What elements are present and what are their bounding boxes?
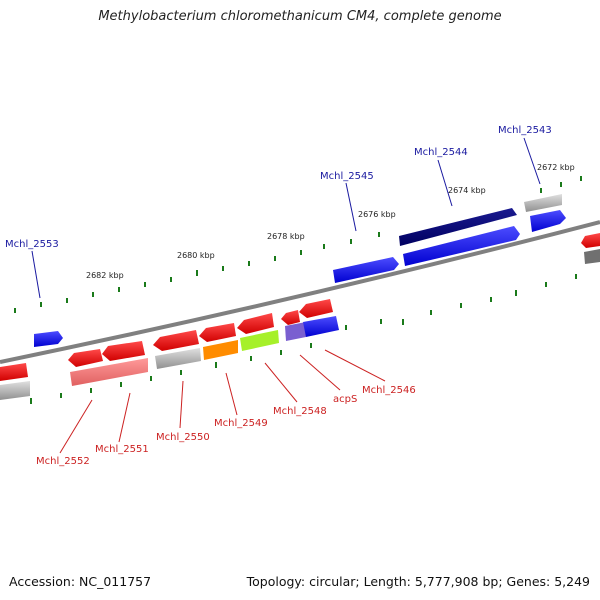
gene-orange[interactable]	[203, 340, 238, 360]
kbp-label-2674: 2674 kbp	[448, 186, 486, 195]
label-mchl-2552: Mchl_2552	[36, 456, 90, 467]
kbp-label-2680: 2680 kbp	[177, 251, 215, 260]
gene-pink-band[interactable]	[70, 358, 148, 386]
label-mchl-2544: Mchl_2544	[414, 147, 468, 158]
gene-mchl-2553[interactable]	[34, 331, 63, 347]
gene-red-left-edge[interactable]	[0, 363, 28, 381]
gene-mchl-2551[interactable]	[102, 341, 145, 361]
kbp-label-2678: 2678 kbp	[267, 232, 305, 241]
reverse-leader-lines	[59, 349, 386, 454]
gene-purple[interactable]	[285, 322, 306, 341]
gene-lime[interactable]	[240, 330, 279, 351]
label-mchl-2545: Mchl_2545	[320, 171, 374, 182]
gene-mchl-2550[interactable]	[153, 330, 199, 351]
label-mchl-2549: Mchl_2549	[214, 418, 268, 429]
label-mchl-2543: Mchl_2543	[498, 125, 552, 136]
gene-gray-far-right[interactable]	[584, 249, 600, 264]
kbp-label-2682: 2682 kbp	[86, 271, 124, 280]
gene-gray-forward-top[interactable]	[524, 194, 562, 212]
label-mchl-2550: Mchl_2550	[156, 432, 210, 443]
gene-blue-reverse[interactable]	[303, 316, 339, 337]
topology-text: Topology: circular; Length: 5,777,908 bp…	[246, 574, 590, 589]
map-title: Methylobacterium chloromethanicum CM4, c…	[98, 9, 502, 24]
kbp-label-2672: 2672 kbp	[537, 163, 575, 172]
gene-gray-reverse-mid[interactable]	[155, 348, 201, 369]
gene-mchl-2548[interactable]	[237, 313, 274, 334]
forward-leader-lines	[31, 137, 541, 299]
gene-mchl-2549[interactable]	[199, 323, 236, 342]
gene-acps[interactable]	[281, 310, 300, 325]
gene-mchl-2543[interactable]	[530, 210, 566, 232]
gene-mchl-2552[interactable]	[68, 349, 103, 367]
kbp-label-2676: 2676 kbp	[358, 210, 396, 219]
accession-text: Accession: NC_011757	[9, 574, 152, 589]
scale-ruler-inner	[30, 274, 577, 404]
gene-mchl-2546[interactable]	[299, 299, 333, 318]
label-acps: acpS	[333, 394, 357, 405]
label-mchl-2551: Mchl_2551	[95, 444, 149, 455]
genome-backbone	[0, 220, 600, 364]
gene-gray-left-edge[interactable]	[0, 381, 30, 400]
gene-red-far-right[interactable]	[581, 233, 600, 248]
label-mchl-2546: Mchl_2546	[362, 385, 416, 396]
scale-ruler-outer	[14, 176, 582, 313]
label-mchl-2553: Mchl_2553	[5, 239, 59, 250]
gene-forward-large[interactable]	[403, 226, 520, 266]
gene-mchl-2545[interactable]	[333, 257, 399, 283]
gene-mchl-2544[interactable]	[399, 208, 517, 246]
label-mchl-2548: Mchl_2548	[273, 406, 327, 417]
